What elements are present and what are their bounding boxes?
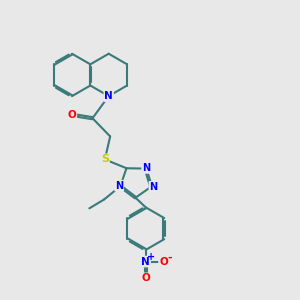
Text: N: N [149,182,158,192]
Text: N: N [104,91,113,101]
Text: O: O [159,256,168,267]
Text: +: + [147,252,155,262]
Text: N: N [142,163,150,173]
Text: O: O [141,273,150,284]
Text: N: N [141,256,150,267]
Text: O: O [68,110,76,120]
Text: N: N [115,181,123,191]
Text: S: S [101,154,109,164]
Text: -: - [168,253,172,263]
